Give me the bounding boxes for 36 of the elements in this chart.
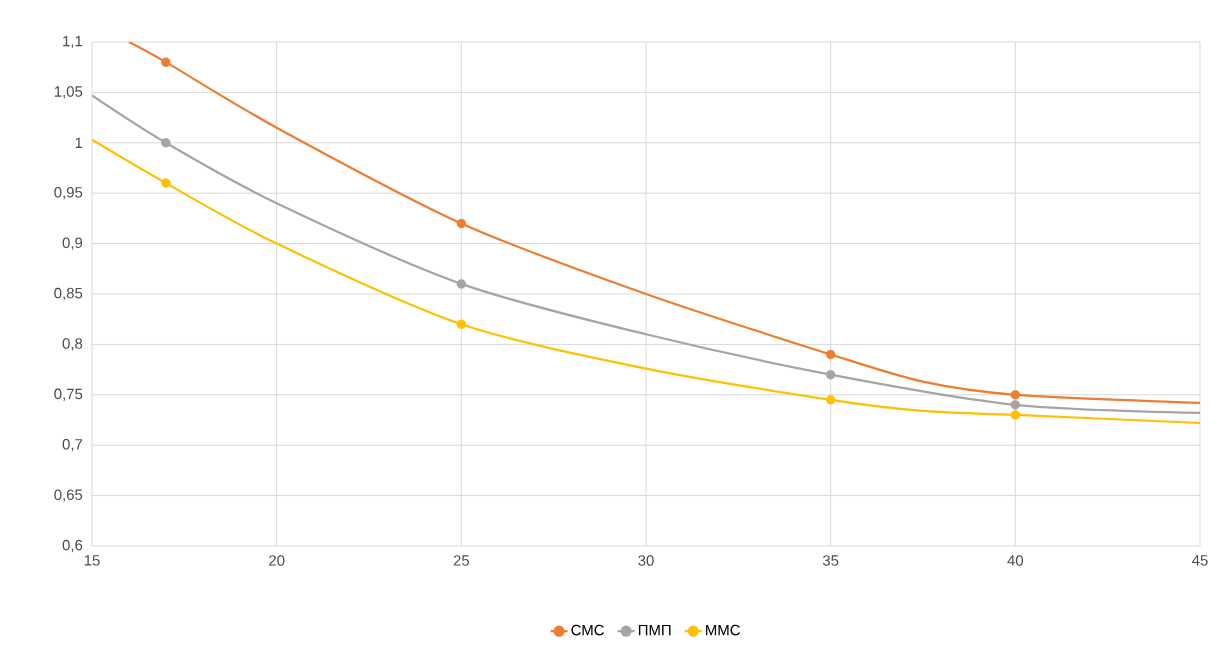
- point: [161, 57, 171, 67]
- point: [456, 319, 467, 329]
- line-series: [92, 138, 1200, 425]
- y-tick-label: 0,95: [54, 187, 83, 200]
- x-tick-label: 15: [84, 555, 100, 566]
- point: [825, 369, 836, 380]
- y-tick-label: 1: [75, 137, 83, 148]
- legend-label: СМС: [571, 624, 604, 636]
- x-tick-label: 40: [1007, 555, 1024, 566]
- x-tick-label: 35: [822, 555, 839, 566]
- y-tick-label: 1,1: [63, 35, 83, 49]
- x-tick-label: 45: [1192, 555, 1208, 566]
- y-tick-label: 0,85: [54, 287, 83, 301]
- x-tick-label: 25: [453, 555, 470, 566]
- x-tick-label: 20: [269, 555, 285, 566]
- point: [456, 218, 467, 229]
- point: [161, 138, 171, 148]
- point: [161, 178, 171, 188]
- line-series: [127, 41, 1200, 404]
- y-tick-label: 1,05: [54, 86, 83, 99]
- point: [825, 349, 836, 360]
- point: [1010, 410, 1021, 420]
- y-tick-label: 0,9: [62, 237, 83, 250]
- y-tick-label: 0,6: [62, 539, 83, 553]
- point: [1010, 390, 1021, 400]
- x-tick-label: 30: [638, 555, 654, 566]
- legend-label: ПМП: [638, 624, 671, 636]
- y-tick-label: 0,75: [54, 388, 83, 401]
- point: [456, 279, 467, 289]
- y-tick-label: 0,7: [62, 439, 83, 452]
- legend-label: ММС: [706, 624, 740, 636]
- y-tick-label: 0,65: [54, 489, 83, 502]
- y-tick-label: 0,8: [62, 338, 83, 351]
- point: [1010, 400, 1021, 410]
- line-series: [92, 94, 1200, 415]
- point: [825, 395, 836, 405]
